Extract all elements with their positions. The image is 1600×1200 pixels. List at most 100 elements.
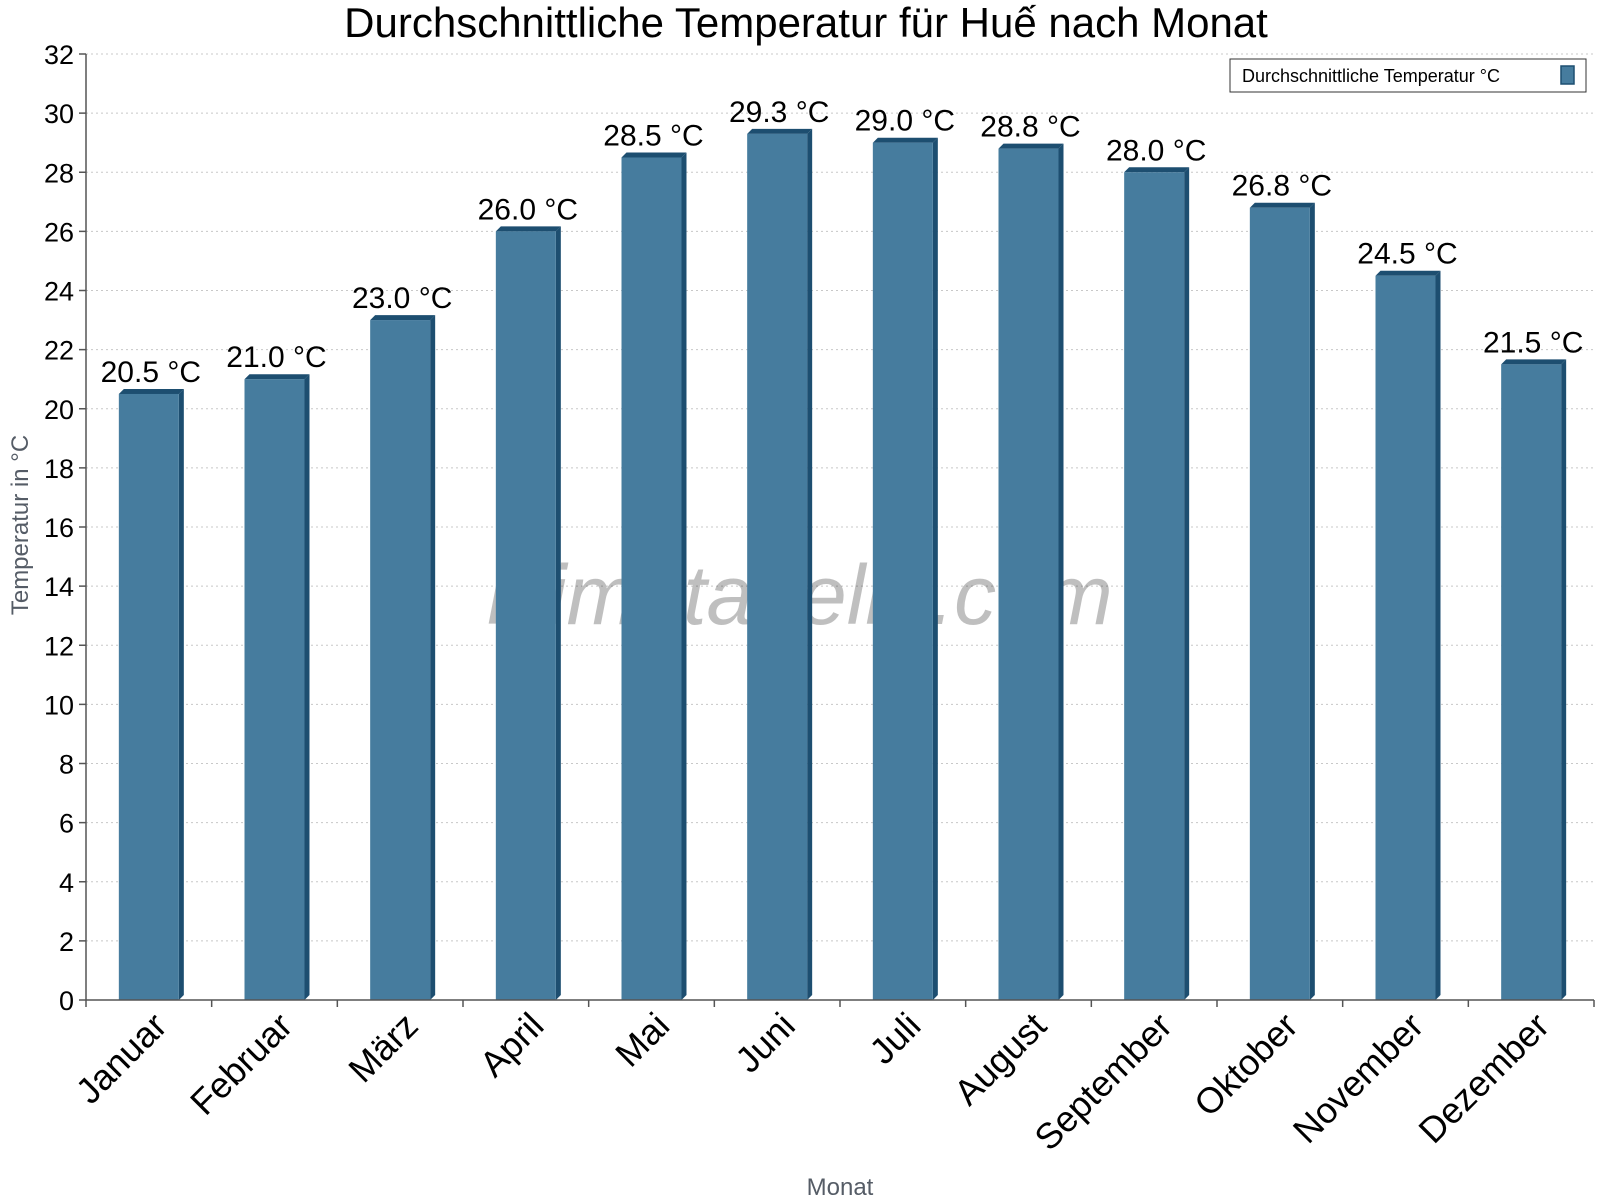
y-tick-label: 24	[44, 277, 74, 307]
bar	[998, 143, 1064, 1001]
value-label: 28.5 °C	[603, 119, 703, 152]
bar-side	[430, 315, 436, 1000]
x-tick-label: September	[1026, 1005, 1180, 1159]
y-tick-label: 16	[44, 513, 74, 543]
bar-face	[1124, 172, 1185, 1000]
value-label: 24.5 °C	[1357, 238, 1457, 271]
y-tick-label: 22	[44, 336, 74, 366]
bar-side	[1561, 359, 1567, 1000]
y-tick-label: 4	[59, 868, 74, 898]
x-tick-label: April	[472, 1005, 552, 1085]
x-tick-label: Mai	[607, 1005, 677, 1075]
bar-side	[681, 152, 687, 1000]
bar-top	[1249, 202, 1315, 208]
value-label: 28.0 °C	[1106, 134, 1206, 167]
x-tick-label: März	[340, 1005, 426, 1091]
y-tick-label: 18	[44, 454, 74, 484]
bar	[1249, 202, 1315, 1001]
value-label: 20.5 °C	[101, 356, 201, 389]
x-tick-label: Dezember	[1410, 1005, 1556, 1151]
y-tick-label: 14	[44, 572, 74, 602]
bar-face	[1375, 275, 1436, 1000]
bar-side	[555, 226, 561, 1000]
y-tick-label: 20	[44, 395, 74, 425]
bar-face	[118, 393, 179, 1000]
bar-side	[932, 137, 938, 1000]
bar-face	[747, 133, 808, 1001]
bar-face	[244, 379, 305, 1000]
legend: Durchschnittliche Temperatur °C	[1229, 58, 1587, 93]
bar-top	[1501, 359, 1567, 365]
bar-top	[621, 152, 687, 158]
bar-side	[1058, 143, 1064, 1001]
bar-side	[1184, 167, 1190, 1000]
bar	[621, 152, 687, 1000]
bar-face	[872, 142, 933, 1000]
bar	[1124, 167, 1190, 1000]
value-label: 23.0 °C	[352, 282, 452, 315]
bar-face	[998, 148, 1059, 1001]
bar-top	[747, 128, 813, 134]
legend-box	[1229, 58, 1587, 93]
value-label: 21.0 °C	[226, 341, 326, 374]
legend-label: Durchschnittliche Temperatur °C	[1242, 66, 1500, 86]
y-axis-title: Temperatur in °C	[7, 435, 34, 615]
y-tick-label: 32	[44, 40, 74, 70]
bar-side	[304, 374, 310, 1000]
bar-top	[1375, 270, 1441, 276]
bar	[747, 128, 813, 1001]
y-tick-label: 12	[44, 631, 74, 661]
y-tick-label: 8	[59, 750, 74, 780]
bar-face	[1249, 207, 1310, 1001]
y-tick-label: 2	[59, 927, 74, 957]
y-tick-label: 6	[59, 809, 74, 839]
bar-face	[495, 231, 556, 1000]
bar-face	[1501, 364, 1562, 1000]
legend-swatch	[1560, 65, 1575, 85]
bar-side	[807, 128, 813, 1001]
x-tick-label: November	[1285, 1005, 1431, 1151]
y-tick-label: 26	[44, 217, 74, 247]
bar-face	[621, 157, 682, 1000]
bar-top	[998, 143, 1064, 149]
bar	[1375, 270, 1441, 1000]
y-tick-label: 30	[44, 99, 74, 129]
x-tick-label: Juli	[861, 1005, 928, 1072]
x-tick-label: Februar	[182, 1005, 300, 1123]
bar	[244, 374, 310, 1000]
bar-side	[1309, 202, 1315, 1001]
value-label: 26.8 °C	[1232, 170, 1332, 203]
value-label: 26.0 °C	[478, 193, 578, 226]
bar	[872, 137, 938, 1000]
y-tick-label: 10	[44, 690, 74, 720]
x-tick-labels: Januar Februar März April Mai Juni Juli AugustS…	[68, 1005, 1557, 1159]
bar-side	[1435, 270, 1441, 1000]
x-tick-label: August	[946, 1005, 1054, 1113]
bars	[118, 128, 1567, 1001]
bar-top	[1124, 167, 1190, 173]
x-tick-label: Oktober	[1186, 1005, 1306, 1125]
bar-side	[178, 388, 184, 1000]
bar	[118, 388, 184, 1000]
x-tick-label: Juni	[727, 1005, 803, 1081]
bar-top	[118, 388, 184, 394]
y-tick-label: 0	[59, 986, 74, 1016]
axes	[79, 53, 1595, 1007]
bar	[495, 226, 561, 1000]
x-axis-title: Monat	[807, 1174, 874, 1200]
value-label: 28.8 °C	[980, 111, 1080, 144]
bar-top	[244, 374, 310, 380]
bar	[370, 315, 436, 1000]
bar	[1501, 359, 1567, 1000]
bar-face	[370, 320, 431, 1000]
value-labels: 20.5 °C 21.0 °C 23.0 °C 26.0 °C 28.5 °C 29.3 …	[101, 96, 1584, 389]
bar-top	[872, 137, 938, 143]
y-tick-label: 28	[44, 158, 74, 188]
bar-top	[370, 315, 436, 321]
value-label: 29.3 °C	[729, 96, 829, 129]
grid-lines	[86, 53, 1594, 942]
value-label: 29.0 °C	[855, 105, 955, 138]
value-label: 21.5 °C	[1483, 326, 1583, 359]
